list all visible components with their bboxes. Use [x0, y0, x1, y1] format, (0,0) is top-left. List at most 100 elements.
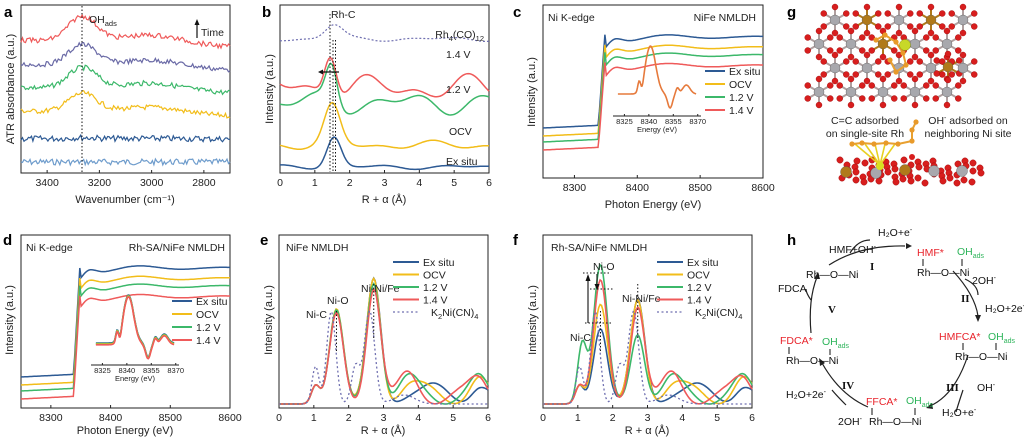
- nickel-atom: [925, 62, 937, 74]
- panel-c-x-ticks: 8300 8400 8500 8600: [563, 175, 775, 194]
- oxygen-atom: [971, 10, 978, 17]
- oxygen-atom: [820, 10, 827, 17]
- oxygen-atom: [907, 177, 915, 185]
- oxygen-atom: [863, 29, 871, 37]
- x-tick-label: 5: [450, 412, 456, 424]
- oxygen-atom: [891, 95, 898, 102]
- oxygen-atom: [939, 177, 947, 185]
- x-tick-label: 3200: [88, 177, 112, 189]
- panel-f-ni-ni-fe-label: Ni-Ni/Fe: [622, 293, 661, 305]
- oxygen-atom: [899, 175, 907, 183]
- oxygen-atom: [859, 95, 866, 102]
- series-line-Ex situ: [279, 276, 489, 405]
- nickel-atom: [893, 14, 905, 26]
- carbon-atom: [900, 50, 906, 56]
- series-line-t1: [20, 157, 231, 167]
- series-line-OCV: [279, 101, 489, 150]
- oxygen-atom: [843, 10, 850, 17]
- oxygen-atom: [916, 71, 923, 78]
- oxygen-atom: [959, 29, 967, 37]
- panel-e-x-ticks: 0 1 2 3 4 5 6: [276, 405, 491, 424]
- h-rh-o-ni-3: Rh—O—Ni: [869, 416, 922, 428]
- panel-a-x-ticks: 3400 3200 3000 2800: [35, 170, 216, 189]
- oxygen-atom: [852, 71, 859, 78]
- x-tick-label: 3000: [140, 177, 164, 189]
- carbon-atom: [895, 141, 901, 147]
- panel-e-ni-exafs-nife: e NiFe NMLDH Ni-C Ni-O Ni-Ni/Fe Ex situO…: [260, 232, 491, 437]
- iron-atom: [925, 14, 937, 26]
- oxygen-atom: [907, 71, 914, 78]
- nickel-atom: [941, 86, 953, 98]
- oxygen-atom: [939, 10, 946, 17]
- oxygen-atom: [836, 95, 843, 102]
- nickel-atom: [877, 86, 889, 98]
- oxygen-atom: [907, 23, 914, 30]
- shift-left-arrow-icon: [318, 69, 339, 75]
- panel-a-series-group: [20, 13, 231, 167]
- panel-c-frame: [542, 4, 764, 179]
- series-line-t4: [20, 64, 231, 96]
- h-rh-o-ni-2: Rh—O—Ni: [955, 351, 1008, 363]
- x-tick-label: 8600: [218, 412, 242, 424]
- panel-f-title: Rh-SA/NiFe NMLDH: [551, 242, 647, 254]
- oxygen-atom: [944, 76, 952, 84]
- panel-label-c: c: [513, 4, 521, 21]
- panel-d-series-group: [20, 265, 230, 400]
- carbon-atom: [893, 39, 899, 45]
- panel-f-frame: [542, 234, 753, 409]
- legend-label-Ex situ: Ex situ: [423, 257, 455, 269]
- oxygen-atom: [916, 23, 923, 30]
- oxygen-atom: [895, 77, 903, 85]
- oxygen-atom: [923, 34, 930, 41]
- x-tick-label: 2: [346, 412, 352, 424]
- carbon-atom: [903, 62, 909, 68]
- panel-a-oh-ads-label: OHads: [89, 14, 117, 28]
- panel-e-frame: [278, 234, 489, 409]
- panel-b-y-axis-label: Intensity (a.u.): [264, 54, 276, 124]
- nickel-atom: [829, 14, 841, 26]
- oxygen-atom: [943, 101, 951, 109]
- metal-atom: [928, 165, 940, 177]
- oxygen-atom: [875, 23, 882, 30]
- panel-f-y-axis-label: Intensity (a.u.): [527, 285, 539, 355]
- nickel-atom: [957, 14, 969, 26]
- inset-series-line: [617, 45, 697, 109]
- oxygen-atom: [827, 82, 834, 89]
- h-step4-out: H₂O+2e-: [786, 389, 827, 401]
- branch-out-5: [805, 288, 812, 301]
- series-line-1.4 V: [279, 287, 489, 405]
- legend-label-1.4 V: 1.4 V: [196, 335, 221, 347]
- legend-label-Ex situ: Ex situ: [687, 257, 719, 269]
- panel-e-ni-c-label: Ni-C: [306, 309, 327, 321]
- oxygen-atom: [815, 53, 823, 61]
- oxygen-atom: [915, 163, 923, 171]
- oxygen-atom: [953, 179, 961, 187]
- h-intermediate-hmfca: HMFCA*: [939, 331, 980, 343]
- series-line-1.2 V: [279, 282, 489, 405]
- panel-c-xanes-nife: c Ni K-edge NiFe NMLDH 8325 8340 8355 8370E…: [513, 4, 775, 211]
- rh-c-bond: [879, 143, 886, 166]
- oxygen-atom: [927, 3, 935, 11]
- carbon-atom: [882, 32, 888, 38]
- nickel-atom: [957, 62, 969, 74]
- carbon-atom: [893, 69, 899, 75]
- oxygen-atom: [955, 47, 962, 54]
- h-intermediate-hmf: HMF*: [917, 247, 944, 259]
- series-line-1.2 V: [543, 263, 753, 405]
- iron-atom: [942, 61, 954, 73]
- h-intermediate-ffca: FFCA*: [866, 396, 898, 408]
- panel-e-title: NiFe NMLDH: [286, 242, 348, 254]
- inset-tick-label: 8340: [641, 117, 658, 126]
- oxygen-atom: [911, 27, 919, 35]
- oh-oxygen-atom: [909, 154, 915, 160]
- h-intermediate-fdca: FDCA*: [780, 335, 813, 347]
- iron-atom: [861, 14, 873, 26]
- oxygen-atom: [969, 159, 977, 167]
- arc-step-3: [929, 354, 969, 407]
- iron-atom: [877, 38, 889, 50]
- oxygen-atom: [959, 3, 967, 11]
- h-rh-o-ni-1: Rh—O—Ni: [917, 267, 970, 279]
- rh-c-bond: [879, 143, 896, 166]
